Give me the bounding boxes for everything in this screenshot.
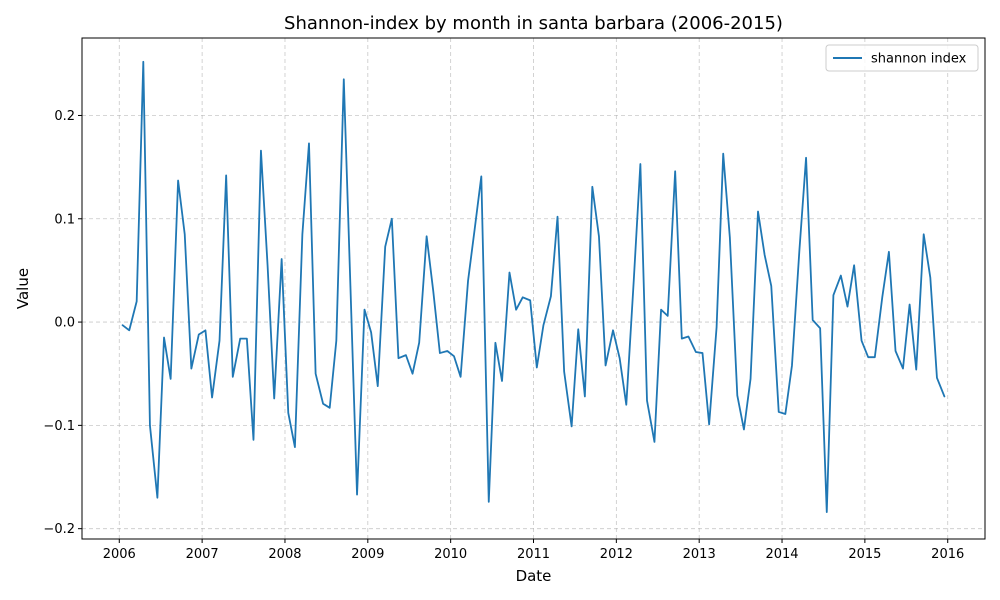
grid xyxy=(82,38,985,539)
chart-title: Shannon-index by month in santa barbara … xyxy=(284,13,783,34)
series-line-shannon-index xyxy=(121,60,946,514)
y-tick-label: 0.1 xyxy=(54,212,75,227)
legend-box xyxy=(825,44,979,72)
y-axis-label: Value xyxy=(14,268,32,309)
y-tick-label: −0.1 xyxy=(43,419,75,434)
x-tick-label: 2011 xyxy=(517,547,550,562)
x-axis-ticks: 2006 2007 2008 2009 2010 2011 2012 2013 2014 2015… xyxy=(103,539,964,562)
x-tick-label: 2009 xyxy=(351,547,384,562)
x-tick-label: 2012 xyxy=(600,547,633,562)
x-tick-label: 2016 xyxy=(931,547,964,562)
series-layer xyxy=(121,60,946,514)
y-tick-label: 0.2 xyxy=(54,109,75,124)
y-axis-ticks: −0.2 −0.1 0.0 0.1 0.2 xyxy=(43,109,82,537)
x-tick-label: 2006 xyxy=(103,547,136,562)
legend: shannon index xyxy=(825,44,979,72)
x-tick-label: 2007 xyxy=(186,547,219,562)
x-tick-label: 2014 xyxy=(765,547,798,562)
y-tick-label: 0.0 xyxy=(54,316,75,331)
y-tick-label: −0.2 xyxy=(43,522,75,537)
x-tick-label: 2008 xyxy=(268,547,301,562)
x-tick-label: 2013 xyxy=(683,547,716,562)
x-axis-label: Date xyxy=(516,567,552,585)
x-tick-label: 2010 xyxy=(434,547,467,562)
x-tick-label: 2015 xyxy=(848,547,881,562)
legend-entry-shannon-index: shannon index xyxy=(871,52,967,67)
